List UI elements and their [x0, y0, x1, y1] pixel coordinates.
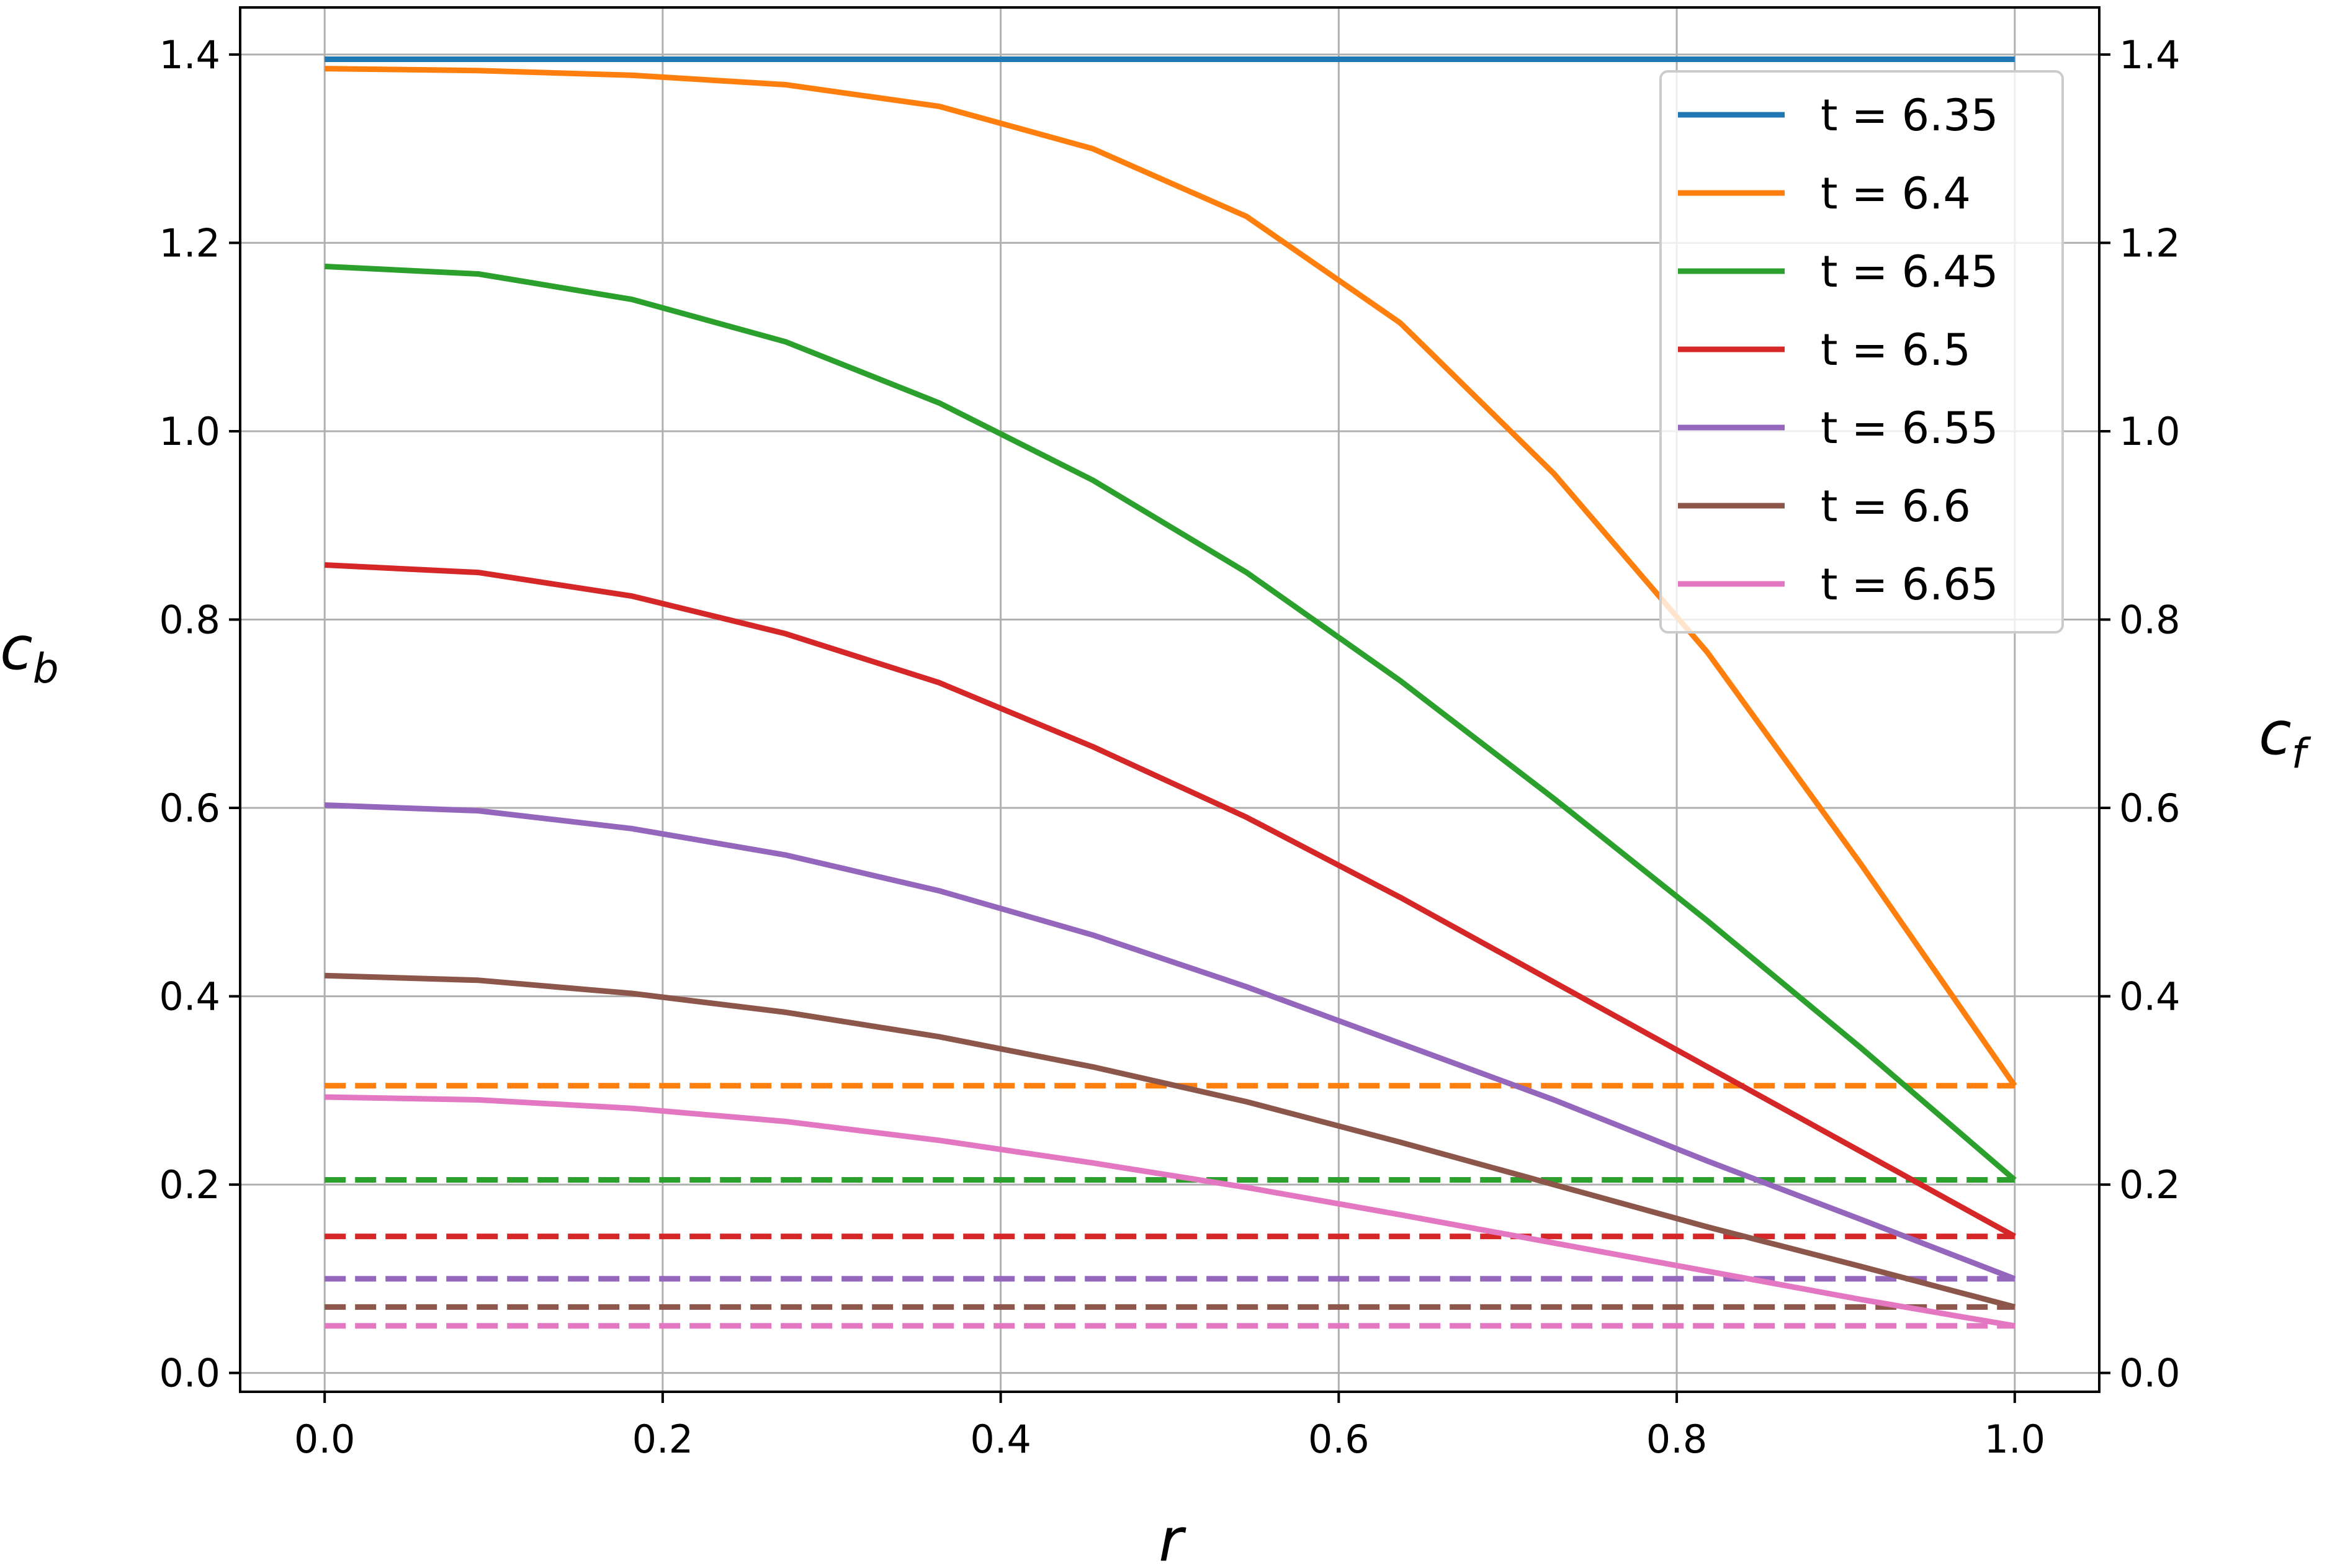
- y2-tick-label: 1.4: [2119, 32, 2181, 78]
- series-line-2: [324, 263, 2017, 1182]
- x-tick-label: 0.4: [970, 1417, 1031, 1462]
- series-line-3: [324, 562, 2016, 1239]
- y2-tick-label: 1.0: [2119, 409, 2181, 454]
- legend: t = 6.35 t = 6.4 t = 6.45 t = 6.5 t = 6.55 t …: [1659, 70, 2064, 634]
- y2-tick-label: 1.2: [2119, 220, 2181, 266]
- y-axis-label-main: c: [0, 614, 33, 683]
- y2-tick-label: 0.2: [2119, 1162, 2181, 1207]
- series-line-4: [325, 802, 2016, 1282]
- series-line-1: [325, 66, 2017, 1088]
- x-tick-label: 0.6: [1308, 1417, 1370, 1462]
- legend-label: t = 6.6: [1821, 481, 1971, 532]
- legend-label: t = 6.4: [1821, 168, 1971, 219]
- plot-frame: [239, 6, 2101, 1393]
- x-tick-label: 0.8: [1646, 1417, 1708, 1462]
- y2-tick-label: 0.4: [2119, 974, 2181, 1019]
- y-axis-right: 0.0 0.2 0.4 0.6 0.8 1.0 1.2 1.4: [2099, 32, 2181, 1396]
- x-axis-label: r: [1159, 1505, 1186, 1568]
- legend-label: t = 6.35: [1821, 90, 1998, 141]
- y-tick-label: 1.4: [159, 32, 220, 78]
- legend-label: t = 6.65: [1821, 559, 1998, 610]
- x-axis: 0.0 0.2 0.4 0.6 0.8 1.0: [294, 1392, 2045, 1462]
- y2-tick-label: 0.8: [2119, 597, 2181, 642]
- series-layer: [324, 56, 2017, 1329]
- y-tick-label: 0.8: [159, 597, 220, 642]
- legend-label: t = 6.55: [1821, 403, 1998, 454]
- y2-axis-label-main: c: [2259, 699, 2292, 768]
- legend-box: [1659, 70, 2064, 634]
- y-tick-label: 0.6: [159, 786, 220, 831]
- x-tick-label: 0.0: [294, 1417, 356, 1462]
- y2-tick-label: 0.0: [2119, 1351, 2181, 1396]
- y-tick-label: 0.4: [159, 974, 220, 1019]
- y-axis-label: cb: [0, 614, 59, 692]
- y-tick-label: 0.0: [159, 1351, 220, 1396]
- series-line-6: [325, 1094, 2015, 1329]
- legend-label: t = 6.45: [1821, 246, 1998, 297]
- y-tick-label: 0.2: [159, 1162, 220, 1207]
- x-tick-label: 0.2: [632, 1417, 694, 1462]
- y-axis-left: 0.0 0.2 0.4 0.6 0.8 1.0 1.2 1.4: [159, 32, 240, 1396]
- series-line-5: [325, 972, 2015, 1310]
- y-tick-label: 1.2: [159, 220, 220, 266]
- y2-tick-label: 0.6: [2119, 786, 2181, 831]
- y-axis-label-sub: b: [33, 645, 59, 692]
- x-tick-label: 1.0: [1984, 1417, 2046, 1462]
- legend-label: t = 6.5: [1821, 325, 1971, 375]
- y-tick-label: 1.0: [159, 409, 220, 454]
